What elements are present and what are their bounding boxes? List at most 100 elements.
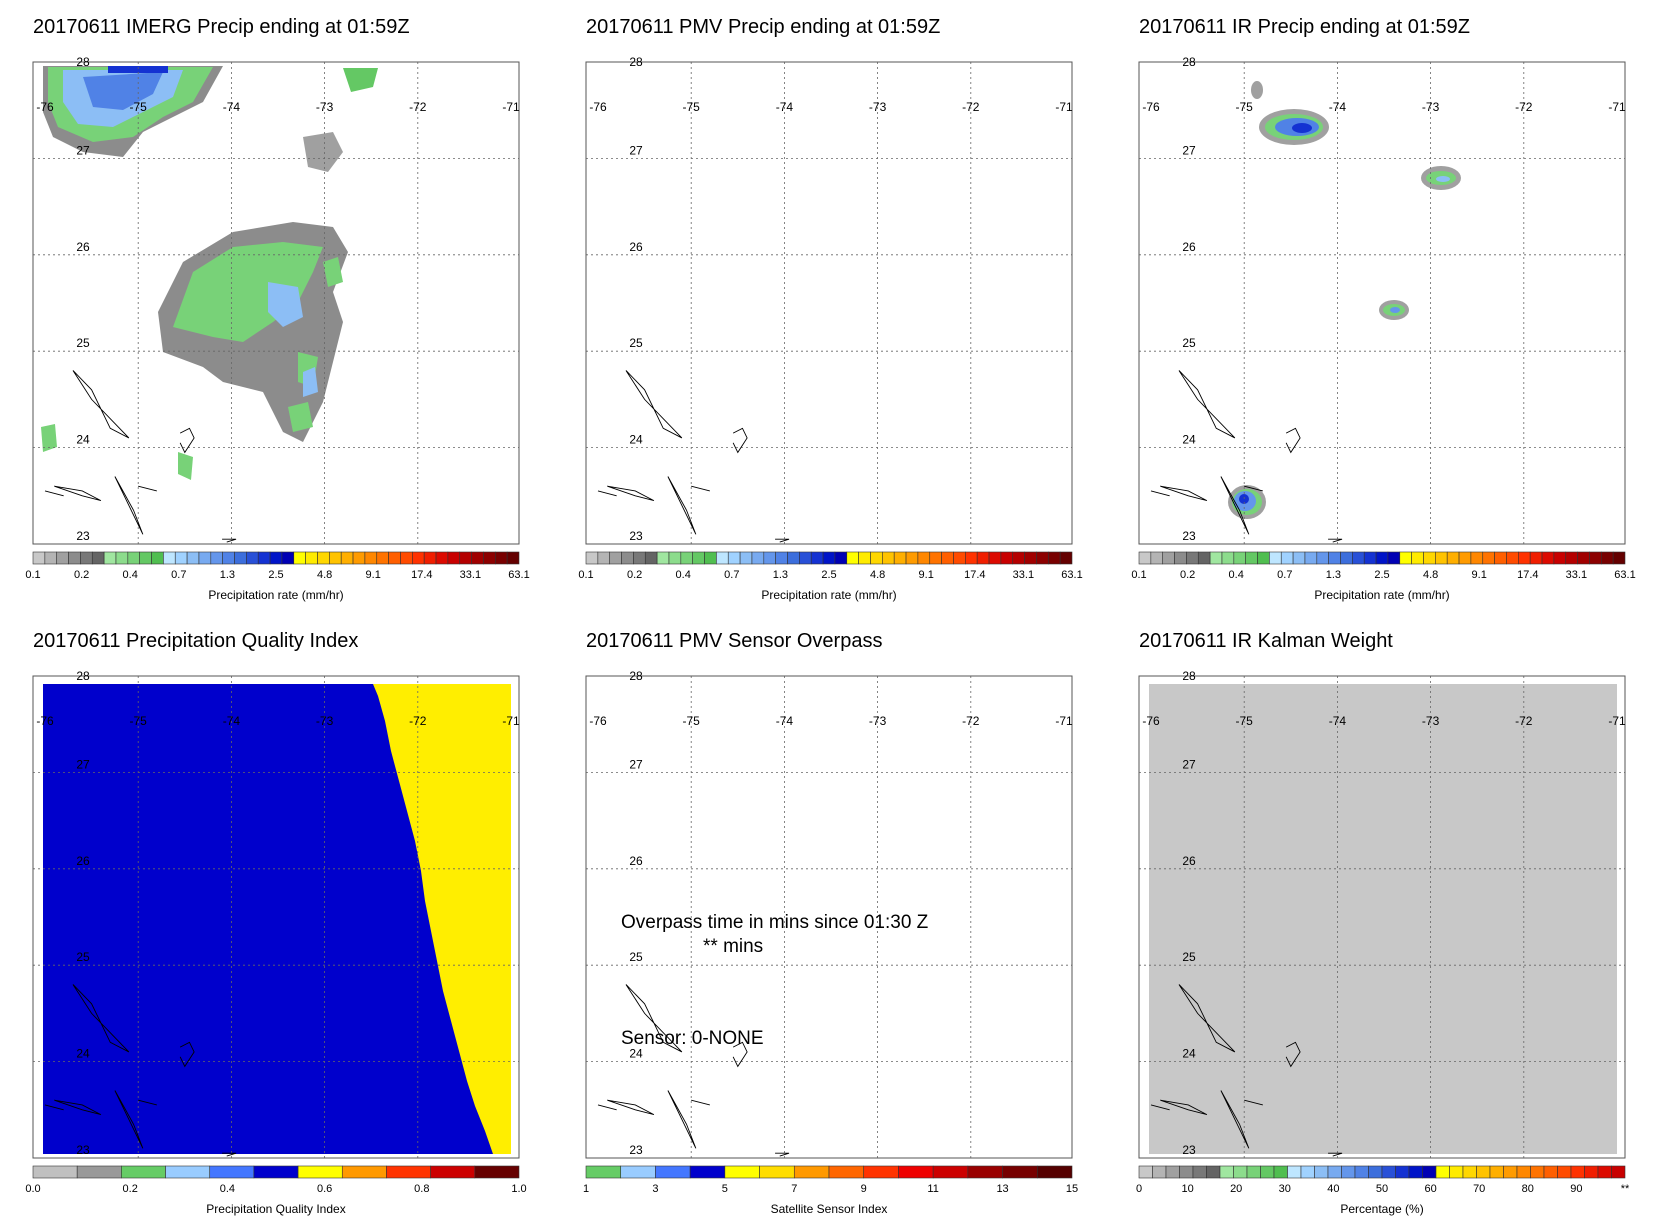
lat-label: 26 [1182, 240, 1196, 254]
lon-label: -74 [776, 714, 794, 728]
colorbar-swatch [863, 1165, 899, 1179]
colorbar-swatch [1304, 551, 1318, 565]
sensor-text: Sensor: 0-NONE [621, 1028, 764, 1049]
lat-label: 25 [629, 336, 643, 350]
colorbar-label: Satellite Sensor Index [770, 1202, 888, 1216]
colorbar-swatch [1197, 551, 1211, 565]
colorbar-swatch [787, 551, 800, 565]
graticule [1139, 62, 1625, 544]
lon-label: -76 [36, 714, 54, 728]
colorbar-tick: 0.2 [626, 569, 643, 581]
colorbar-swatch [793, 1165, 830, 1179]
lon-label: -72 [962, 714, 980, 728]
colorbar-swatch [633, 551, 646, 565]
colorbar-swatch [364, 551, 378, 565]
colorbar-swatch [692, 551, 705, 565]
colorbar-swatch [376, 551, 389, 565]
coastline [1150, 984, 1343, 1157]
lat-label: 25 [1182, 950, 1196, 964]
colorbar-swatch [1541, 551, 1555, 565]
colorbar-swatch [121, 1165, 166, 1179]
kalman-field [1149, 684, 1617, 1154]
coastline [597, 984, 790, 1157]
colorbar-swatch [1314, 1165, 1329, 1179]
colorbar-swatch [293, 551, 306, 565]
lat-label: 25 [629, 950, 643, 964]
colorbar-swatch [139, 551, 152, 565]
lon-label: -76 [589, 100, 607, 114]
colorbar-swatch [846, 551, 859, 565]
map-plot: -76 -75 -74 -73 -72 -71 28 27 26 25 24 23 [1138, 669, 1626, 1159]
colorbar-tick: 30 [1278, 1183, 1291, 1195]
map-plot: -76 -75 -74 -73 -72 -71 28 27 26 25 24 23 [585, 669, 1073, 1159]
colorbar-swatch [644, 551, 658, 565]
colorbar-swatch [822, 551, 836, 565]
colorbar-swatch [44, 551, 58, 565]
colorbar-tick: 0.4 [122, 569, 138, 581]
colorbar-swatch [655, 1165, 691, 1179]
colorbar-swatch [1589, 551, 1602, 565]
lat-label: 24 [1182, 433, 1196, 447]
colorbar-swatch [474, 1165, 520, 1179]
lat-label: 24 [629, 433, 643, 447]
colorbar-swatch [198, 551, 212, 565]
lon-label: -72 [409, 100, 427, 114]
colorbar-swatch [1565, 551, 1578, 565]
colorbar-swatch [1600, 551, 1614, 565]
colorbar [1138, 1165, 1626, 1179]
map-frame [32, 61, 520, 545]
colorbar-tick: 1.3 [219, 569, 236, 581]
lat-label: 26 [1182, 854, 1196, 868]
colorbar-tick: 0.0 [25, 1183, 41, 1195]
colorbar-swatch [1375, 551, 1389, 565]
colorbar-tick: 17.4 [411, 569, 433, 581]
lat-label: 28 [1182, 669, 1196, 683]
colorbar-swatch [305, 551, 318, 565]
colorbar-swatch [1458, 551, 1472, 565]
colorbar-swatch [1408, 1165, 1423, 1179]
panel-title: 20170611 PMV Precip ending at 01:59Z [586, 16, 941, 38]
colorbar-swatch [1387, 551, 1401, 565]
colorbar-tick: 80 [1521, 1183, 1534, 1195]
lat-label: 23 [76, 1143, 90, 1157]
colorbar-swatch [1446, 551, 1460, 565]
colorbar-tick: 20 [1230, 1183, 1243, 1195]
lat-label: 25 [76, 950, 90, 964]
colorbar-swatch [1543, 1165, 1558, 1179]
colorbar-swatch [988, 551, 1002, 565]
colorbar-swatch [163, 551, 176, 565]
colorbar-swatch [1354, 1165, 1369, 1179]
colorbar-swatch [882, 551, 895, 565]
colorbar-swatch [1489, 1165, 1504, 1179]
colorbar-swatch [1192, 1165, 1207, 1179]
lon-label: -74 [776, 100, 794, 114]
lon-label: -76 [36, 100, 54, 114]
colorbar-swatch [739, 551, 753, 565]
colorbar [32, 551, 520, 565]
colorbar-swatch [1494, 551, 1507, 565]
colorbar-swatch [1341, 1165, 1356, 1179]
map-plot: -76 -75 -74 -73 -72 -71 28 27 26 25 24 23 [32, 669, 520, 1159]
colorbar-swatch [1570, 1165, 1585, 1179]
colorbar-swatch [858, 551, 871, 565]
colorbar-swatch [1246, 1165, 1261, 1179]
colorbar-swatch [716, 551, 729, 565]
lat-label: 23 [76, 529, 90, 543]
lon-label: -75 [130, 714, 148, 728]
colorbar-swatch [932, 1165, 969, 1179]
colorbar-swatch [257, 551, 271, 565]
colorbar-tick: 9.1 [1471, 569, 1487, 581]
lat-label: 23 [1182, 529, 1196, 543]
lon-label: -76 [589, 714, 607, 728]
colorbar-swatch [1233, 1165, 1248, 1179]
colorbar-swatch [1503, 1165, 1518, 1179]
map-panel: 20170611 PMV Precip ending at 01:59Z -76 -… [553, 0, 1106, 614]
colorbar-swatch [1482, 551, 1495, 565]
colorbar-swatch [1506, 551, 1519, 565]
colorbar-swatch [115, 551, 129, 565]
panel-title: 20170611 Precipitation Quality Index [33, 630, 359, 652]
colorbar-swatch [103, 551, 117, 565]
colorbar-swatch [1340, 551, 1353, 565]
lat-label: 28 [1182, 55, 1196, 69]
coastline [1150, 370, 1343, 543]
